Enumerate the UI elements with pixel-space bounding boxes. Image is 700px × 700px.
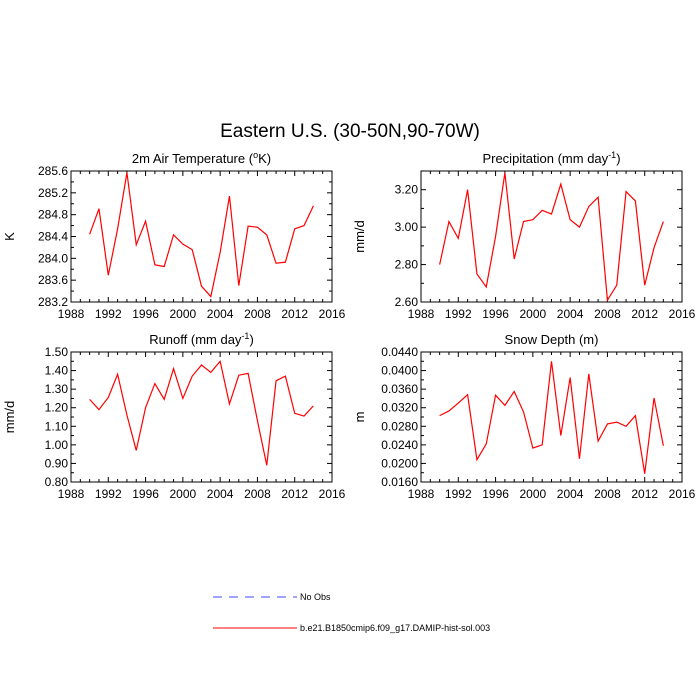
axis-frame	[420, 170, 683, 303]
x-tick-label: 1996	[482, 307, 509, 321]
x-tick-label: 1992	[95, 487, 122, 501]
y-tick-label: 3.00	[395, 220, 419, 234]
x-tick-label: 2000	[520, 307, 547, 321]
x-tick-label: 2016	[669, 487, 696, 501]
panel-title-sup: -1	[241, 331, 249, 341]
x-tick-label: 1996	[132, 487, 159, 501]
y-tick-label: 0.0240	[381, 438, 418, 452]
axis-frame	[70, 351, 333, 483]
panel-title: Snow Depth (m)	[505, 332, 599, 347]
series-line	[439, 361, 664, 474]
y-tick-label: 1.00	[45, 438, 69, 452]
y-tick-label: 0.0360	[381, 382, 418, 396]
y-tick-label: 285.6	[38, 164, 68, 178]
y-axis-label: mm/d	[2, 401, 17, 434]
x-tick-label: 2008	[594, 487, 621, 501]
x-tick-label: 1988	[408, 487, 435, 501]
y-tick-label: 284.0	[38, 251, 68, 265]
y-axis-label: mm/d	[352, 220, 367, 253]
y-tick-label: 0.0320	[381, 401, 418, 415]
panel-title-tail: )	[616, 151, 620, 166]
panel-title-sup: -1	[608, 150, 616, 160]
x-tick-label: 2016	[669, 307, 696, 321]
panel-title: Precipitation (mm day-1)	[482, 150, 620, 166]
series-line	[89, 172, 314, 298]
x-tick-label: 2004	[207, 307, 234, 321]
legend: No Obs b.e21.B1850cmip6.f09_g17.DAMIP-his…	[213, 592, 490, 633]
panel-title-main: Runoff (mm day	[149, 332, 242, 347]
y-tick-label: 3.20	[395, 183, 419, 197]
x-tick-label: 2000	[170, 487, 197, 501]
x-tick-label: 1988	[408, 307, 435, 321]
x-tick-label: 2012	[281, 487, 308, 501]
panel-4: 1988 1992 1996 2000 2004 2008 2012 2016 0.0160 0.…	[352, 332, 696, 501]
x-tick-label: 1988	[58, 487, 85, 501]
x-tick-label: 2012	[281, 307, 308, 321]
legend-label: No Obs	[300, 592, 331, 602]
y-tick-label: 1.40	[45, 364, 69, 378]
y-tick-label: 2.60	[395, 295, 419, 309]
x-tick-label: 1992	[445, 487, 472, 501]
panel-title-main: Precipitation (mm day	[482, 151, 608, 166]
panel-title-tail: )	[249, 332, 253, 347]
panel-title-main: 2m Air Temperature (	[132, 151, 254, 166]
panel-1: 1988 1992 1996 2000 2004 2008 2012 2016 283.2 283…	[2, 150, 346, 321]
panel-3: 1988 1992 1996 2000 2004 2008 2012 2016 0.80 0.90…	[2, 331, 346, 501]
y-tick-label: 0.0200	[381, 456, 418, 470]
y-tick-label: 283.6	[38, 273, 68, 287]
y-tick-label: 1.30	[45, 382, 69, 396]
x-tick-label: 2004	[557, 307, 584, 321]
x-tick-label: 2008	[594, 307, 621, 321]
x-tick-label: 1996	[482, 487, 509, 501]
x-tick-label: 2004	[557, 487, 584, 501]
y-tick-label: 0.0160	[381, 475, 418, 489]
y-axis-label: m	[352, 412, 367, 423]
x-tick-label: 1992	[95, 307, 122, 321]
panel-title-tail: K)	[258, 151, 271, 166]
panel-2: 1988 1992 1996 2000 2004 2008 2012 2016 2.60 2.80…	[352, 150, 696, 321]
y-tick-label: 0.0400	[381, 364, 418, 378]
x-tick-label: 2000	[170, 307, 197, 321]
panel-title: Runoff (mm day-1)	[149, 331, 254, 347]
y-tick-label: 0.0440	[381, 345, 418, 359]
panel-title: 2m Air Temperature (oK)	[132, 150, 271, 166]
series-line	[89, 359, 314, 466]
x-tick-label: 2012	[631, 307, 658, 321]
y-tick-label: 2.80	[395, 258, 419, 272]
figure-title: Eastern U.S. (30-50N,90-70W)	[220, 121, 480, 142]
y-tick-label: 1.20	[45, 401, 69, 415]
legend-item: No Obs	[213, 592, 331, 602]
legend-label: b.e21.B1850cmip6.f09_g17.DAMIP-hist-sol.…	[300, 623, 490, 633]
y-tick-label: 283.2	[38, 295, 68, 309]
x-tick-label: 1988	[58, 307, 85, 321]
x-tick-label: 2016	[319, 487, 346, 501]
y-tick-label: 1.10	[45, 419, 69, 433]
legend-item: b.e21.B1850cmip6.f09_g17.DAMIP-hist-sol.…	[213, 623, 490, 633]
x-tick-label: 2004	[207, 487, 234, 501]
x-tick-label: 2016	[319, 307, 346, 321]
panel-title-main: Snow Depth (m)	[505, 332, 599, 347]
y-tick-label: 1.50	[45, 345, 69, 359]
x-tick-label: 1992	[445, 307, 472, 321]
x-tick-label: 2008	[244, 487, 271, 501]
x-tick-label: 1996	[132, 307, 159, 321]
y-tick-label: 0.90	[45, 456, 69, 470]
x-tick-label: 2000	[520, 487, 547, 501]
y-axis-label: K	[2, 232, 17, 241]
y-tick-label: 284.8	[38, 208, 68, 222]
y-tick-label: 285.2	[38, 186, 68, 200]
series-line	[439, 172, 664, 302]
panels: 1988 1992 1996 2000 2004 2008 2012 2016 283.2 283…	[2, 150, 696, 501]
x-tick-label: 2008	[244, 307, 271, 321]
y-tick-label: 0.80	[45, 475, 69, 489]
y-tick-label: 284.4	[38, 230, 68, 244]
y-tick-label: 0.0280	[381, 419, 418, 433]
x-tick-label: 2012	[631, 487, 658, 501]
panel-title-sup: o	[253, 150, 258, 160]
